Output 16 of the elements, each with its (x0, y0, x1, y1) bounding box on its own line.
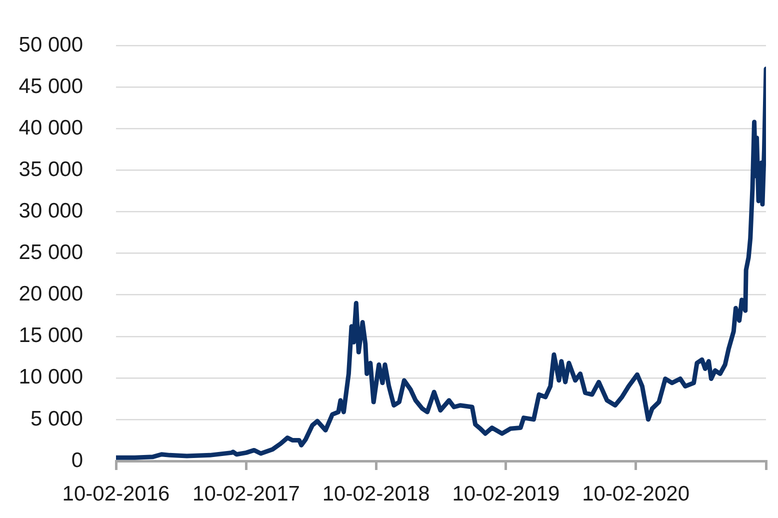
y-tick-label: 50 000 (18, 33, 83, 56)
y-tick-label: 10 000 (18, 366, 83, 389)
y-tick-label: 30 000 (18, 200, 83, 223)
y-tick-label: 15 000 (18, 324, 83, 348)
x-tick-label: 10-02-2016 (62, 482, 170, 506)
y-tick-label: 25 000 (18, 241, 83, 264)
y-tick-label: 35 000 (18, 158, 83, 182)
y-tick-label: 40 000 (18, 116, 83, 140)
x-tick-label: 10-02-2020 (582, 482, 690, 506)
y-tick-label: 45 000 (18, 74, 83, 98)
y-tick-label: 5 000 (30, 407, 83, 430)
y-tick-label: 0 (71, 448, 83, 472)
y-tick-label: 20 000 (18, 282, 83, 306)
x-tick-label: 10-02-2018 (322, 482, 430, 506)
x-tick-label: 10-02-2019 (452, 482, 560, 506)
x-tick-label: 10-02-2017 (192, 482, 300, 506)
